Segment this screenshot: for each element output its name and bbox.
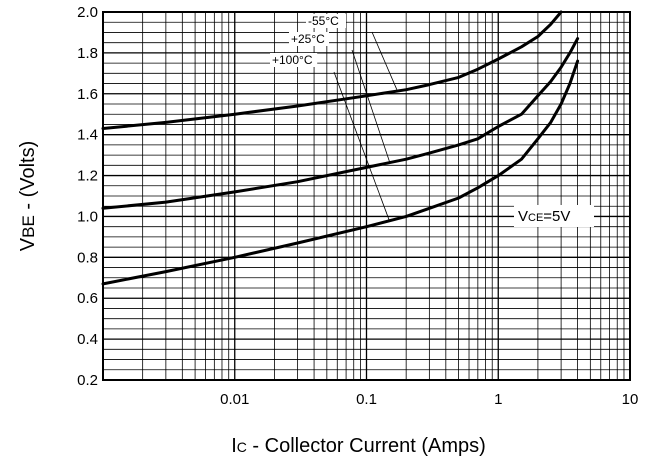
x-tick-label: 0.01 bbox=[220, 391, 249, 408]
x-tick-label: 0.1 bbox=[356, 391, 377, 408]
temperature-leader-2 bbox=[351, 49, 391, 163]
plot-frame bbox=[102, 11, 631, 381]
temperature-leader-3 bbox=[333, 71, 391, 222]
y-tick-label: 1.2 bbox=[77, 168, 98, 185]
x-axis-title: IC - Collector Current (Amps) bbox=[231, 435, 486, 457]
grid-lines bbox=[103, 12, 630, 380]
series-line-3 bbox=[101, 59, 580, 286]
y-tick-labels: 0.2 0.4 0.6 0.8 1.0 1.2 1.4 1.6 1.8 2.0 bbox=[77, 4, 98, 389]
x-tick-labels: 0.01 0.1 1 10 bbox=[220, 391, 638, 408]
vce-condition-label: VCE=5V bbox=[518, 208, 570, 225]
x-tick-label: 1 bbox=[494, 391, 502, 408]
y-tick-label: 1.6 bbox=[77, 86, 98, 103]
annotation-label-bg bbox=[306, 14, 346, 28]
y-tick-label: 1.8 bbox=[77, 45, 98, 62]
x-axis-title-sub: C bbox=[237, 439, 247, 455]
y-axis-title-main: V bbox=[17, 237, 39, 251]
y-axis-title: VBE - (Volts) bbox=[17, 141, 39, 251]
vce-sub: CE bbox=[528, 212, 543, 224]
annotation-label-bg bbox=[270, 53, 318, 67]
x-axis-title-main: I bbox=[231, 435, 237, 457]
annotation-layer: VCE=5V -55°C +25°C +100°C bbox=[272, 14, 594, 227]
annotation-label-backgrounds bbox=[270, 14, 346, 67]
y-tick-label: 0.8 bbox=[77, 249, 98, 266]
x-tick-label: 10 bbox=[622, 391, 639, 408]
y-tick-label: 0.6 bbox=[77, 290, 98, 307]
temperature-label-1: -55°C bbox=[308, 14, 339, 28]
y-tick-label: 2.0 bbox=[77, 4, 98, 21]
vce-main: V bbox=[518, 208, 528, 225]
temperature-label-2: +25°C bbox=[291, 32, 325, 46]
y-tick-label: 0.2 bbox=[77, 372, 98, 389]
y-tick-label: 1.4 bbox=[77, 127, 98, 144]
series-layer bbox=[101, 10, 580, 286]
annotation-leaders bbox=[333, 31, 398, 222]
series-line-1 bbox=[101, 10, 563, 130]
y-axis-title-sub: BE bbox=[19, 215, 38, 238]
y-tick-label: 0.4 bbox=[77, 331, 98, 348]
temperature-leader-1 bbox=[371, 31, 398, 90]
y-axis-title-rest: - (Volts) bbox=[17, 141, 39, 215]
y-tick-label: 1.0 bbox=[77, 208, 98, 225]
series-line-2 bbox=[101, 37, 580, 210]
annotation-label-bg bbox=[289, 32, 329, 46]
temperature-label-3: +100°C bbox=[272, 53, 313, 67]
vce-rest: =5V bbox=[543, 208, 570, 225]
x-axis-title-rest: - Collector Current (Amps) bbox=[247, 435, 486, 457]
vce-label-background bbox=[514, 205, 594, 227]
